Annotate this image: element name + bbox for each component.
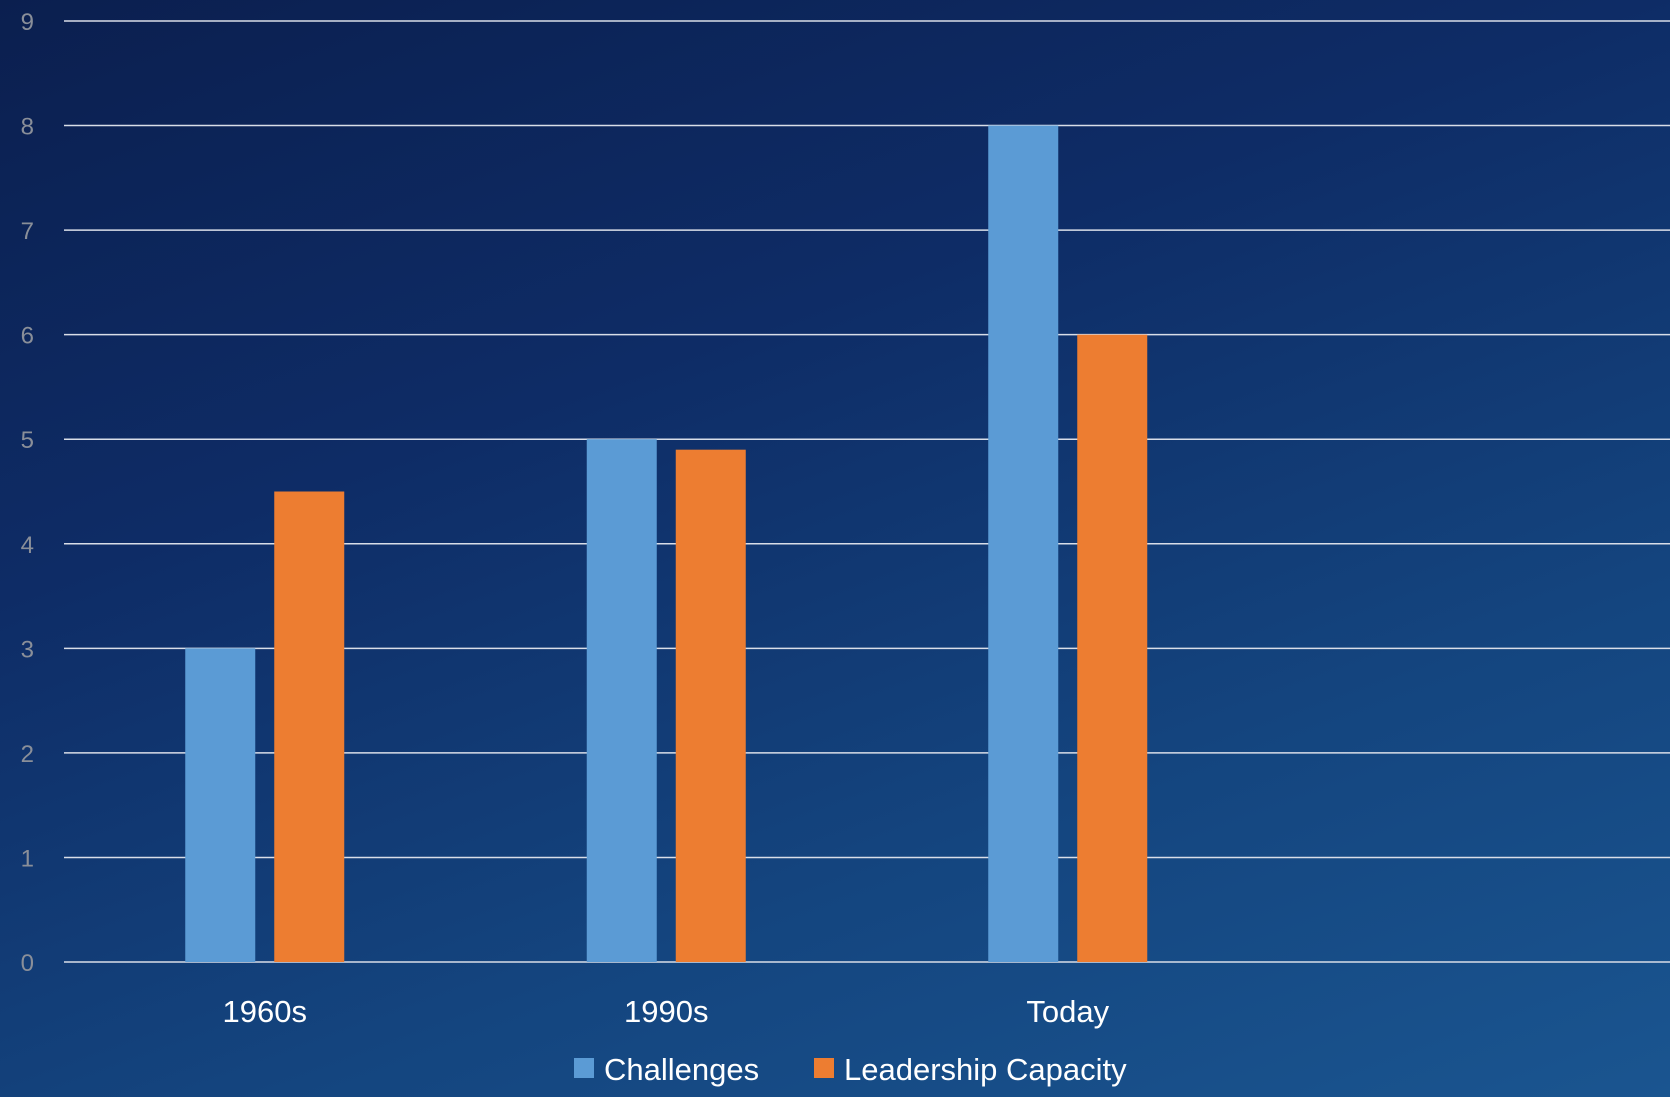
bar-leadership-capacity-1960s — [274, 491, 345, 962]
y-tick-label: 5 — [21, 427, 34, 454]
x-tick-label: 1990s — [624, 994, 708, 1029]
y-axis-ticks: 0 1 2 3 4 5 6 7 8 9 — [21, 9, 34, 977]
legend: Challenges Leadership Capacity — [574, 1052, 1127, 1087]
bar-challenges-Today — [988, 125, 1059, 963]
legend-item: Challenges — [574, 1052, 759, 1087]
legend-item: Leadership Capacity — [814, 1052, 1127, 1087]
bar-leadership-capacity-Today — [1077, 334, 1148, 963]
bar-leadership-capacity-1990s — [675, 449, 746, 963]
bar-challenges-1990s — [586, 439, 657, 962]
y-tick-label: 2 — [21, 741, 34, 768]
x-tick-label: 1960s — [223, 994, 307, 1029]
x-axis-ticks: 1960s 1990s Today — [223, 994, 1110, 1029]
bar-challenges-1960s — [185, 648, 256, 962]
x-tick-label: Today — [1026, 994, 1109, 1029]
bars — [185, 125, 1148, 963]
y-tick-label: 3 — [21, 636, 34, 663]
y-tick-label: 8 — [21, 114, 34, 141]
y-tick-label: 4 — [21, 532, 34, 559]
y-tick-label: 1 — [21, 845, 34, 872]
y-tick-label: 6 — [21, 323, 34, 350]
legend-label: Leadership Capacity — [844, 1052, 1127, 1087]
legend-swatch — [814, 1058, 834, 1078]
legend-label: Challenges — [604, 1052, 759, 1087]
legend-swatch — [574, 1058, 594, 1078]
y-tick-label: 7 — [21, 218, 34, 245]
y-tick-label: 9 — [21, 9, 34, 36]
y-tick-label: 0 — [21, 950, 34, 977]
